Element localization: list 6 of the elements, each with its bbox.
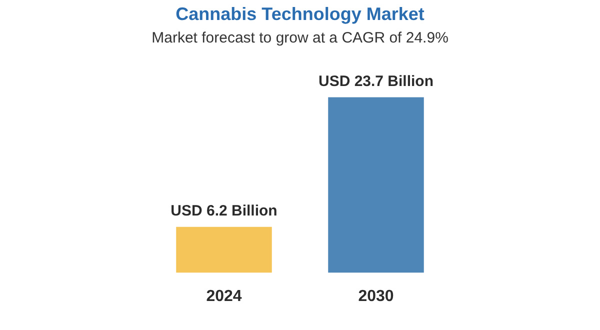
data-label: USD 23.7 Billion xyxy=(318,72,434,90)
x-tick-label: 2024 xyxy=(206,288,242,305)
x-tick-label: 2030 xyxy=(358,288,394,305)
chart-subtitle: Market forecast to grow at a CAGR of 24.9% xyxy=(152,30,448,47)
data-label: USD 6.2 Billion xyxy=(170,202,278,220)
chart-title: Cannabis Technology Market xyxy=(176,4,424,24)
